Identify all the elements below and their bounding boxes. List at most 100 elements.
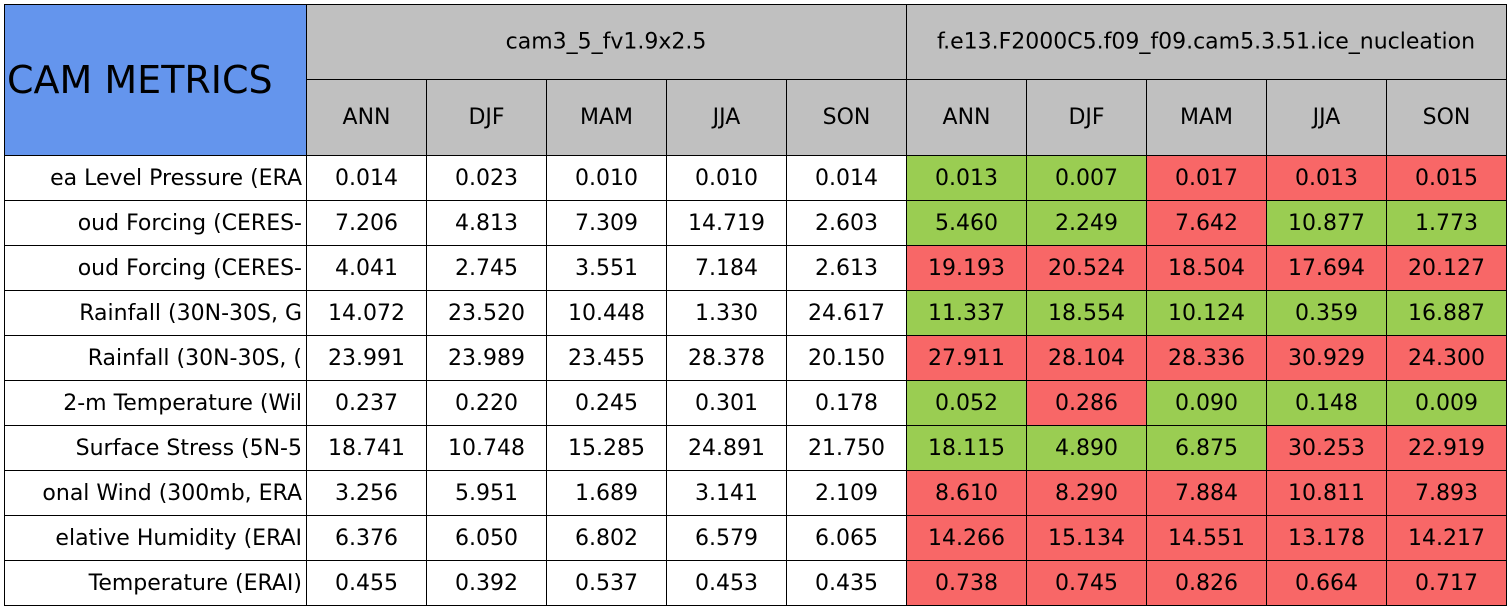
row-label: ea Level Pressure (ERA — [4, 155, 307, 201]
value-cell: 8.290 — [1026, 470, 1147, 516]
value-cell: 0.014 — [306, 155, 427, 201]
value-cell: 10.811 — [1266, 470, 1387, 516]
value-cell: 20.150 — [786, 335, 907, 381]
row-label: Temperature (ERAI) — [4, 560, 307, 606]
row-label: oud Forcing (CERES- — [4, 200, 307, 246]
value-cell: 0.090 — [1146, 380, 1267, 426]
value-cell: 0.826 — [1146, 560, 1267, 606]
value-cell: 3.141 — [666, 470, 787, 516]
value-cell: 0.052 — [906, 380, 1027, 426]
value-cell: 2.603 — [786, 200, 907, 246]
value-cell: 0.359 — [1266, 290, 1387, 336]
value-cell: 10.124 — [1146, 290, 1267, 336]
value-cell: 7.309 — [546, 200, 667, 246]
value-cell: 0.010 — [666, 155, 787, 201]
season-header: ANN — [906, 79, 1027, 156]
value-cell: 10.448 — [546, 290, 667, 336]
value-cell: 11.337 — [906, 290, 1027, 336]
value-cell: 28.104 — [1026, 335, 1147, 381]
value-cell: 0.435 — [786, 560, 907, 606]
value-cell: 17.694 — [1266, 245, 1387, 291]
value-cell: 19.193 — [906, 245, 1027, 291]
value-cell: 0.017 — [1146, 155, 1267, 201]
value-cell: 2.109 — [786, 470, 907, 516]
value-cell: 23.520 — [426, 290, 547, 336]
value-cell: 28.336 — [1146, 335, 1267, 381]
season-header: SON — [1386, 79, 1507, 156]
value-cell: 15.285 — [546, 425, 667, 471]
value-cell: 0.717 — [1386, 560, 1507, 606]
value-cell: 23.991 — [306, 335, 427, 381]
group-header — [306, 4, 907, 80]
value-cell: 4.041 — [306, 245, 427, 291]
value-cell: 0.010 — [546, 155, 667, 201]
value-cell: 23.989 — [426, 335, 547, 381]
row-label: Rainfall (30N-30S, G — [4, 290, 307, 336]
value-cell: 0.664 — [1266, 560, 1387, 606]
value-cell: 5.951 — [426, 470, 547, 516]
value-cell: 21.750 — [786, 425, 907, 471]
value-cell: 0.237 — [306, 380, 427, 426]
value-cell: 24.300 — [1386, 335, 1507, 381]
row-label: Surface Stress (5N-5 — [4, 425, 307, 471]
value-cell: 1.773 — [1386, 200, 1507, 246]
value-cell: 7.893 — [1386, 470, 1507, 516]
value-cell: 3.551 — [546, 245, 667, 291]
season-header: JJA — [666, 79, 787, 156]
season-header: DJF — [1026, 79, 1147, 156]
value-cell: 6.875 — [1146, 425, 1267, 471]
row-label: oud Forcing (CERES- — [4, 245, 307, 291]
row-label: onal Wind (300mb, ERA — [4, 470, 307, 516]
value-cell: 2.613 — [786, 245, 907, 291]
value-cell: 0.220 — [426, 380, 547, 426]
value-cell: 14.266 — [906, 515, 1027, 561]
value-cell: 14.719 — [666, 200, 787, 246]
value-cell: 2.745 — [426, 245, 547, 291]
value-cell: 0.013 — [906, 155, 1027, 201]
value-cell: 6.579 — [666, 515, 787, 561]
value-cell: 7.184 — [666, 245, 787, 291]
value-cell: 14.072 — [306, 290, 427, 336]
value-cell: 0.453 — [666, 560, 787, 606]
season-header: DJF — [426, 79, 547, 156]
value-cell: 10.877 — [1266, 200, 1387, 246]
value-cell: 0.178 — [786, 380, 907, 426]
value-cell: 0.015 — [1386, 155, 1507, 201]
value-cell: 0.014 — [786, 155, 907, 201]
table-title: CAM METRICS — [4, 4, 307, 156]
group-label: cam3_5_fv1.9x2.5 — [505, 29, 707, 55]
value-cell: 5.460 — [906, 200, 1027, 246]
season-header: SON — [786, 79, 907, 156]
value-cell: 2.249 — [1026, 200, 1147, 246]
value-cell: 6.376 — [306, 515, 427, 561]
value-cell: 23.455 — [546, 335, 667, 381]
value-cell: 6.802 — [546, 515, 667, 561]
value-cell: 13.178 — [1266, 515, 1387, 561]
value-cell: 0.286 — [1026, 380, 1147, 426]
value-cell: 16.887 — [1386, 290, 1507, 336]
value-cell: 24.617 — [786, 290, 907, 336]
value-cell: 15.134 — [1026, 515, 1147, 561]
value-cell: 14.551 — [1146, 515, 1267, 561]
value-cell: 0.455 — [306, 560, 427, 606]
value-cell: 0.007 — [1026, 155, 1147, 201]
value-cell: 0.148 — [1266, 380, 1387, 426]
value-cell: 7.206 — [306, 200, 427, 246]
value-cell: 18.554 — [1026, 290, 1147, 336]
value-cell: 10.748 — [426, 425, 547, 471]
value-cell: 0.023 — [426, 155, 547, 201]
value-cell: 3.256 — [306, 470, 427, 516]
value-cell: 6.065 — [786, 515, 907, 561]
season-header: MAM — [1146, 79, 1267, 156]
value-cell: 4.813 — [426, 200, 547, 246]
value-cell: 1.330 — [666, 290, 787, 336]
season-header: MAM — [546, 79, 667, 156]
value-cell: 7.884 — [1146, 470, 1267, 516]
value-cell: 6.050 — [426, 515, 547, 561]
value-cell: 14.217 — [1386, 515, 1507, 561]
row-label: 2-m Temperature (Wil — [4, 380, 307, 426]
value-cell: 0.738 — [906, 560, 1027, 606]
value-cell: 18.504 — [1146, 245, 1267, 291]
value-cell: 8.610 — [906, 470, 1027, 516]
